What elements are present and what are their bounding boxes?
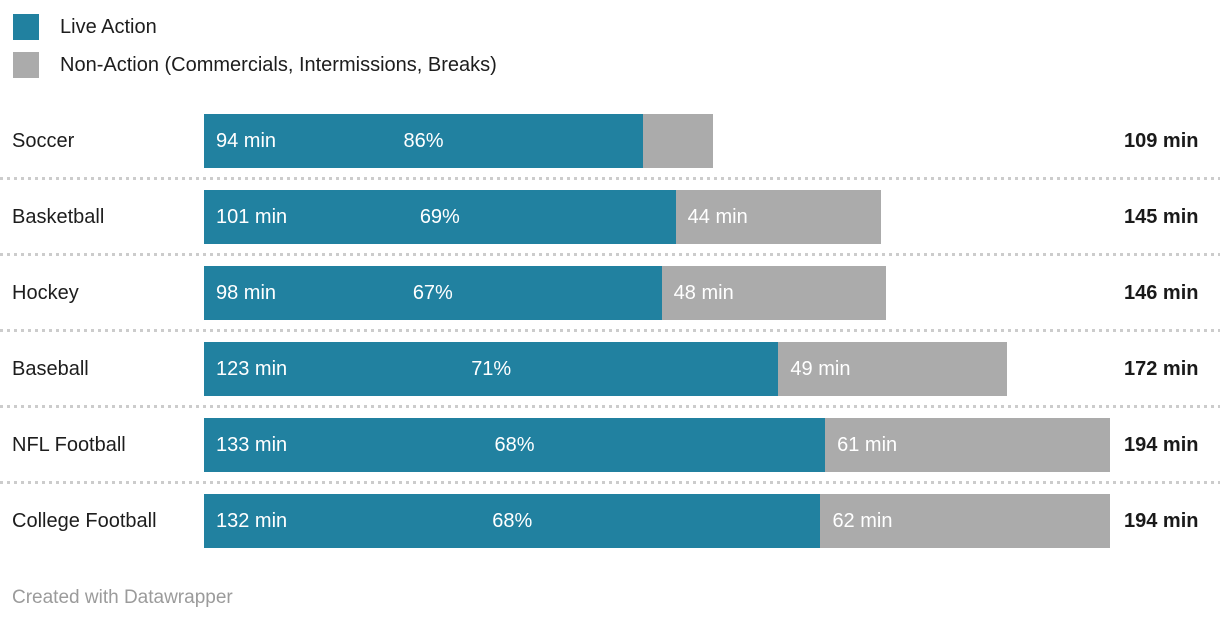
live-percent-label: 71% [471,357,512,380]
category-label: NFL Football [12,433,126,456]
non-action-swatch-icon [13,52,39,78]
live-minutes-label: 101 min [216,205,288,228]
non-action-minutes-label: 44 min [687,205,748,228]
chart-row: Baseball 123 min 71% 49 min 172 min [0,331,1220,408]
live-percent-label: 67% [412,281,453,304]
row-separator [0,481,1220,484]
total-minutes-label: 109 min [1124,129,1199,152]
stacked-bar: 98 min 67% 48 min [204,266,1110,320]
chart-row: College Football 132 min 68% 62 min 194 min [0,483,1220,559]
non-action-segment: 62 min [820,494,1110,548]
category-label: Hockey [12,281,79,304]
stacked-bar: 123 min 71% 49 min [204,342,1110,396]
live-action-segment: 123 min 71% [204,342,779,396]
live-action-swatch-icon [13,14,39,40]
chart-rows: Soccer 94 min 86% 109 min Basketball 101 min 6… [0,103,1220,559]
chart-row: Basketball 101 min 69% 44 min 145 min [0,179,1220,256]
stacked-bar: 94 min 86% [204,114,1110,168]
category-label: Basketball [12,205,105,228]
stacked-bar: 132 min 68% 62 min [204,494,1110,548]
chart-row: Hockey 98 min 67% 48 min 146 min [0,255,1220,332]
live-minutes-label: 98 min [216,281,277,304]
live-action-segment: 101 min 69% [204,190,676,244]
live-minutes-label: 133 min [216,433,288,456]
legend-item-non-action: Non-Action (Commercials, Intermissions, … [13,52,1220,78]
stacked-bar: 101 min 69% 44 min [204,190,1110,244]
row-separator [0,329,1220,332]
total-minutes-label: 194 min [1124,433,1199,456]
non-action-minutes-label: 62 min [832,509,893,532]
live-percent-label: 68% [494,433,535,456]
chart-row: NFL Football 133 min 68% 61 min 194 min [0,407,1220,484]
legend-label: Live Action [60,15,157,38]
non-action-minutes-label: 48 min [673,281,734,304]
non-action-segment [642,114,714,168]
total-minutes-label: 194 min [1124,509,1199,532]
non-action-minutes-label: 61 min [837,433,898,456]
row-separator [0,177,1220,180]
chart-row: Soccer 94 min 86% 109 min [0,103,1220,180]
legend-label: Non-Action (Commercials, Intermissions, … [60,53,497,76]
row-separator [0,253,1220,256]
category-label: Soccer [12,129,75,152]
datawrapper-credit: Created with Datawrapper [12,587,233,608]
total-minutes-label: 146 min [1124,281,1199,304]
live-percent-label: 68% [492,509,533,532]
category-label: College Football [12,509,157,532]
row-separator [0,405,1220,408]
stacked-bar: 133 min 68% 61 min [204,418,1110,472]
non-action-segment: 48 min [661,266,886,320]
category-label: Baseball [12,357,89,380]
live-minutes-label: 123 min [216,357,288,380]
live-action-segment: 98 min 67% [204,266,662,320]
non-action-segment: 49 min [778,342,1008,396]
live-percent-label: 69% [419,205,460,228]
live-action-segment: 94 min 86% [204,114,643,168]
total-minutes-label: 172 min [1124,357,1199,380]
live-minutes-label: 94 min [216,129,277,152]
non-action-minutes-label: 49 min [790,357,851,380]
non-action-segment: 44 min [675,190,882,244]
live-action-segment: 132 min 68% [204,494,821,548]
live-action-segment: 133 min 68% [204,418,826,472]
legend-item-live-action: Live Action [13,14,1220,40]
total-minutes-label: 145 min [1124,205,1199,228]
non-action-segment: 61 min [825,418,1110,472]
live-minutes-label: 132 min [216,509,288,532]
legend: Live Action Non-Action (Commercials, Int… [0,0,1220,78]
live-percent-label: 86% [403,129,444,152]
